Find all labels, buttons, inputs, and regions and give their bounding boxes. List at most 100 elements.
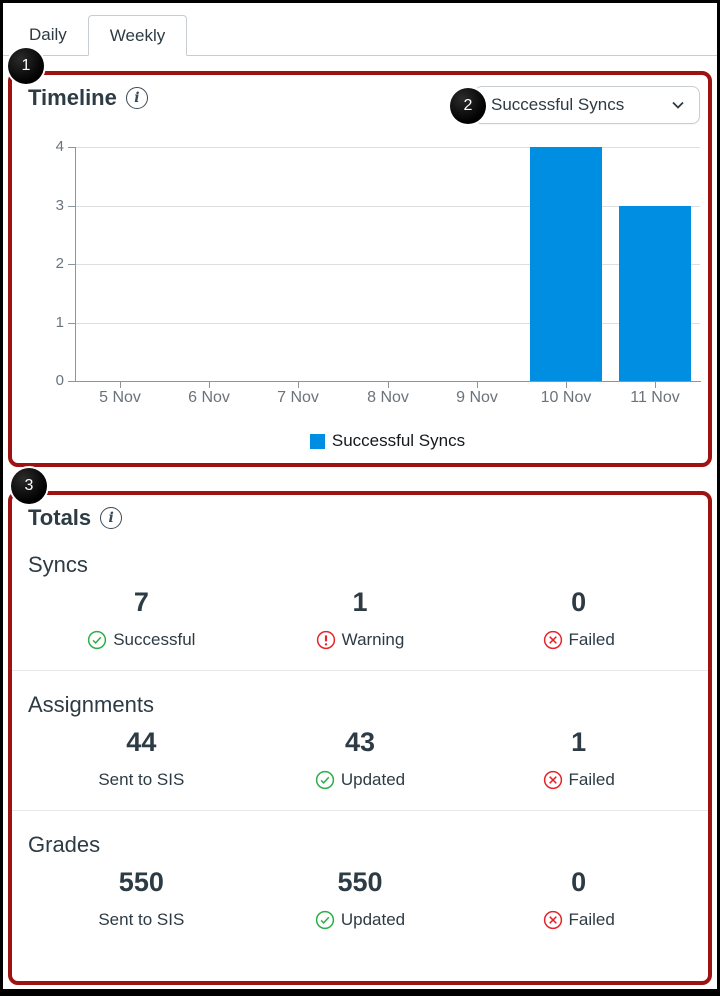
stat-grades-updated: 550 Updated bbox=[251, 867, 470, 930]
y-axis-tick bbox=[68, 381, 75, 382]
stat-value: 1 bbox=[352, 587, 368, 617]
stat-assignments-updated: 43 Updated bbox=[251, 727, 470, 790]
stat-label: Updated bbox=[315, 770, 405, 790]
section-title: Syncs bbox=[28, 552, 88, 577]
annotation-callout-2: 2 bbox=[450, 88, 486, 124]
x-axis-tick bbox=[209, 382, 210, 388]
tab-daily[interactable]: Daily bbox=[29, 25, 67, 44]
x-axis-tick bbox=[477, 382, 478, 388]
timeline-metric-select[interactable]: Successful Syncs bbox=[474, 86, 700, 124]
y-axis-label: 0 bbox=[55, 372, 64, 389]
stat-label: Failed bbox=[543, 910, 615, 930]
tab-weekly[interactable]: Weekly bbox=[87, 15, 188, 56]
section-title: Grades bbox=[28, 832, 101, 857]
y-gridline bbox=[76, 323, 700, 324]
y-axis-label: 1 bbox=[55, 314, 64, 331]
y-gridline bbox=[76, 206, 700, 207]
stat-grades-sent: 550 Sent to SIS bbox=[32, 867, 251, 930]
stat-value: 1 bbox=[571, 727, 587, 757]
timeline-panel-header: Timeline i Successful Syncs bbox=[12, 75, 708, 124]
y-axis-label: 3 bbox=[55, 197, 64, 214]
info-icon[interactable]: i bbox=[125, 87, 148, 109]
x-axis-tick bbox=[298, 382, 299, 388]
x-axis-label: 6 Nov bbox=[188, 389, 230, 406]
x-axis-label: 11 Nov bbox=[630, 389, 680, 406]
stats-row: 7 Successful 1 bbox=[28, 587, 692, 650]
y-axis-line bbox=[75, 147, 76, 382]
bar-10-nov bbox=[530, 147, 602, 381]
x-axis-tick bbox=[566, 382, 567, 388]
stat-value: 550 bbox=[337, 867, 383, 897]
stat-value: 0 bbox=[571, 867, 587, 897]
x-axis-label: 7 Nov bbox=[277, 389, 319, 406]
stat-grades-failed: 0 Failed bbox=[469, 867, 688, 930]
y-gridline bbox=[76, 264, 700, 265]
x-axis-line bbox=[75, 381, 701, 382]
y-axis-tick bbox=[68, 323, 75, 324]
y-axis-label: 2 bbox=[55, 255, 64, 272]
stats-row: 550 Sent to SIS 550 Updated bbox=[28, 867, 692, 930]
timeline-title: Timeline i bbox=[28, 85, 148, 111]
annotation-callout-3: 3 bbox=[11, 468, 47, 504]
x-axis-label: 8 Nov bbox=[367, 389, 409, 406]
stat-syncs-successful: 7 Successful bbox=[32, 587, 251, 650]
y-gridline bbox=[76, 147, 700, 148]
timeline-chart: 0 1 2 3 4 5 Nov 6 Nov 7 Nov 8 Nov 9 Nov 10 Nov 11 N… bbox=[12, 75, 708, 463]
legend-label: Successful Syncs bbox=[331, 431, 466, 450]
x-axis-tick bbox=[388, 382, 389, 388]
timeline-title-text: Timeline bbox=[28, 85, 117, 110]
x-axis-label: 5 Nov bbox=[99, 389, 141, 406]
stat-label: Updated bbox=[315, 910, 405, 930]
totals-panel: Totals i Syncs 7 Successful bbox=[8, 491, 712, 985]
totals-panel-header: Totals i bbox=[12, 495, 708, 531]
y-axis-tick bbox=[68, 206, 75, 207]
x-circle-icon bbox=[543, 770, 562, 790]
bar-11-nov bbox=[619, 206, 691, 381]
stat-label: Sent to SIS bbox=[98, 770, 185, 789]
stat-value: 550 bbox=[118, 867, 164, 897]
chart-legend: Successful Syncs bbox=[75, 431, 700, 451]
totals-body: Syncs 7 Successful 1 bbox=[12, 531, 708, 930]
stat-value: 43 bbox=[344, 727, 376, 757]
stat-syncs-warning: 1 Warning bbox=[251, 587, 470, 650]
warning-circle-icon bbox=[316, 630, 335, 650]
y-axis-label: 4 bbox=[55, 138, 64, 155]
legend-swatch-successful-syncs bbox=[309, 433, 325, 449]
annotation-callout-1: 1 bbox=[8, 48, 44, 84]
timeline-metric-selected-value: Successful Syncs bbox=[491, 95, 625, 114]
check-circle-icon bbox=[88, 630, 107, 650]
stat-label: Failed bbox=[543, 770, 615, 790]
x-axis-tick bbox=[655, 382, 656, 388]
stat-label: Failed bbox=[543, 630, 615, 650]
check-circle-icon bbox=[315, 910, 334, 930]
timeline-panel: Timeline i Successful Syncs 0 1 2 3 4 5 Nov 6 … bbox=[8, 71, 712, 467]
totals-title: Totals i bbox=[28, 505, 123, 531]
info-icon[interactable]: i bbox=[100, 507, 123, 529]
totals-section-grades: Grades 550 Sent to SIS 550 Update bbox=[28, 811, 692, 930]
stat-label: Successful bbox=[87, 630, 195, 650]
stat-label: Warning bbox=[316, 630, 404, 650]
y-axis-tick bbox=[68, 147, 75, 148]
x-axis-label: 10 Nov bbox=[540, 389, 592, 406]
chevron-down-icon bbox=[672, 101, 684, 109]
stat-assignments-sent: 44 Sent to SIS bbox=[32, 727, 251, 790]
section-divider bbox=[12, 810, 708, 811]
x-axis-tick bbox=[120, 382, 121, 388]
view-tabs: Daily Weekly bbox=[3, 15, 717, 56]
stat-value: 7 bbox=[133, 587, 149, 617]
stat-syncs-failed: 0 Failed bbox=[469, 587, 688, 650]
check-circle-icon bbox=[315, 770, 334, 790]
x-circle-icon bbox=[543, 910, 562, 930]
totals-section-syncs: Syncs 7 Successful 1 bbox=[12, 531, 708, 671]
stats-row: 44 Sent to SIS 43 Updated bbox=[28, 727, 692, 790]
stat-value: 0 bbox=[571, 587, 587, 617]
section-divider bbox=[12, 670, 708, 671]
x-axis-label: 9 Nov bbox=[456, 389, 498, 406]
y-axis-tick bbox=[68, 264, 75, 265]
stat-value: 44 bbox=[126, 727, 157, 757]
x-circle-icon bbox=[543, 630, 562, 650]
stat-assignments-failed: 1 Failed bbox=[469, 727, 688, 790]
totals-title-text: Totals bbox=[28, 505, 92, 530]
section-title: Assignments bbox=[28, 692, 154, 717]
totals-section-assignments: Assignments 44 Sent to SIS 43 Upd bbox=[12, 671, 708, 811]
